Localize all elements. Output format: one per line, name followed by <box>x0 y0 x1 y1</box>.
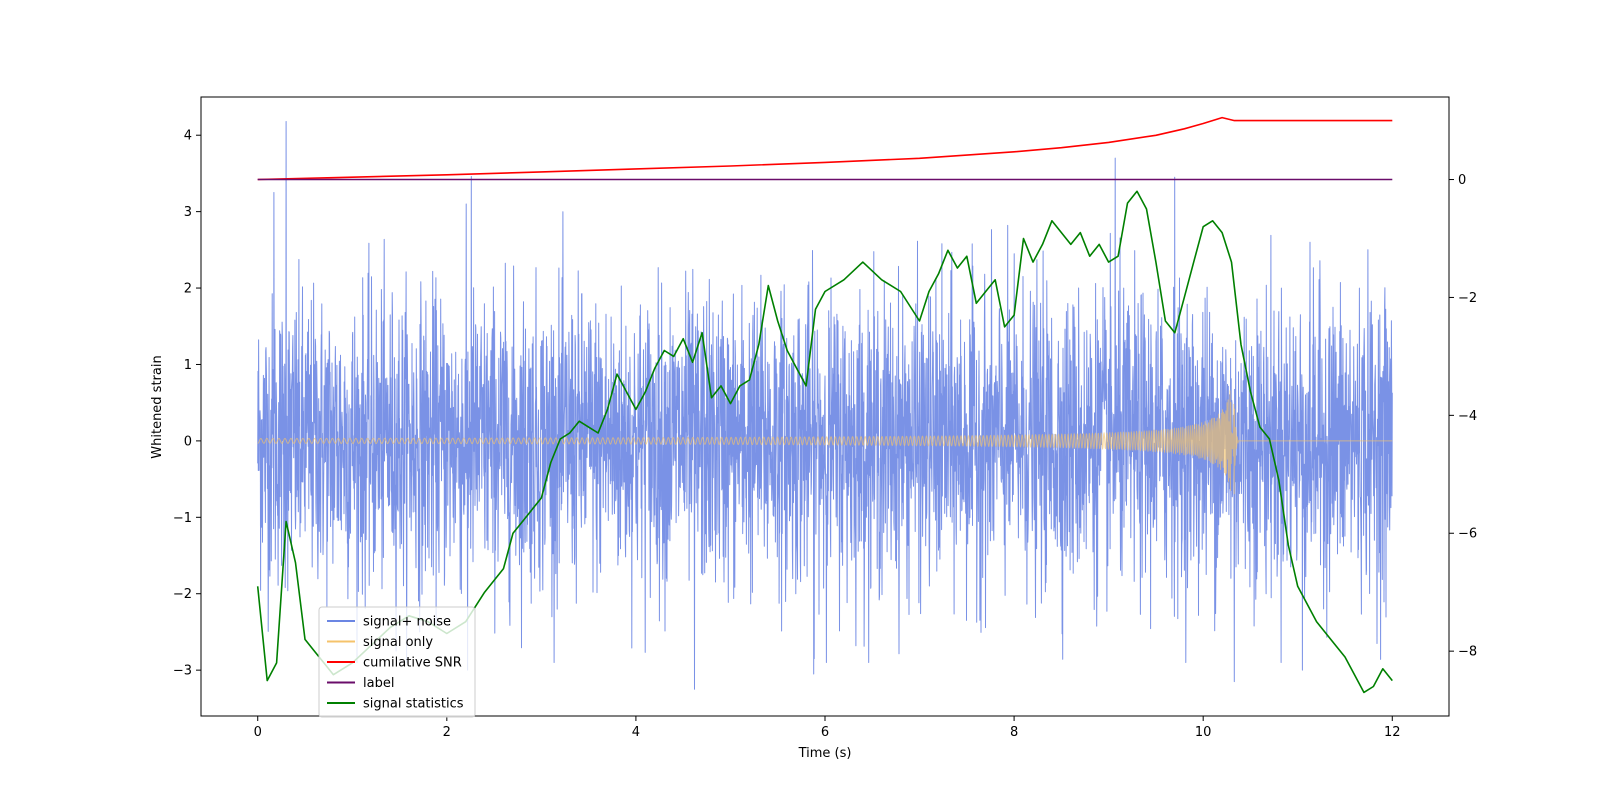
y-tick-label: 2 <box>184 282 192 297</box>
legend-entry: signal+ noise <box>363 615 451 630</box>
series-line-signal-statistics <box>256 190 1393 694</box>
x-axis-label: Time (s) <box>798 746 852 761</box>
series-line-cumilative-snr <box>257 116 1393 181</box>
legend-entry: cumilative SNR <box>363 656 462 671</box>
x-tick-label: 6 <box>821 725 829 740</box>
x-tick-label: 2 <box>443 725 451 740</box>
x-tick-label: 10 <box>1195 725 1212 740</box>
y2-tick-label: −2 <box>1458 291 1477 306</box>
y-tick-label: 4 <box>184 129 192 144</box>
y-tick-label: −2 <box>173 587 192 602</box>
y-tick-label: 3 <box>184 205 192 220</box>
y-axis-left: −3 −2 −1 0 1 2 3 4 <box>173 129 201 679</box>
y-tick-label: 1 <box>184 358 192 373</box>
series-line-signal-only <box>257 390 1393 495</box>
y-tick-label: 0 <box>184 434 192 449</box>
y-tick-label: −1 <box>173 511 192 526</box>
y-axis-label: Whitened strain <box>150 355 165 458</box>
series-layer <box>256 116 1393 694</box>
y2-tick-label: 0 <box>1458 173 1466 188</box>
x-tick-label: 4 <box>632 725 640 740</box>
y2-tick-label: −6 <box>1458 527 1477 542</box>
y-tick-label: −3 <box>173 664 192 679</box>
x-tick-label: 12 <box>1384 725 1401 740</box>
x-tick-label: 0 <box>254 725 262 740</box>
y2-tick-label: −4 <box>1458 409 1477 424</box>
x-tick-label: 8 <box>1010 725 1018 740</box>
legend-entry: label <box>363 676 394 691</box>
y2-tick-label: −8 <box>1458 645 1477 660</box>
legend-entry: signal statistics <box>363 697 464 712</box>
legend: signal+ noise signal only cumilative SNR la… <box>318 606 476 718</box>
x-axis: 0 2 4 6 8 10 12 <box>254 716 1401 740</box>
y-axis-right: −8 −6 −4 −2 0 <box>1449 173 1477 660</box>
legend-box <box>318 606 476 718</box>
legend-entry: signal only <box>363 635 433 650</box>
